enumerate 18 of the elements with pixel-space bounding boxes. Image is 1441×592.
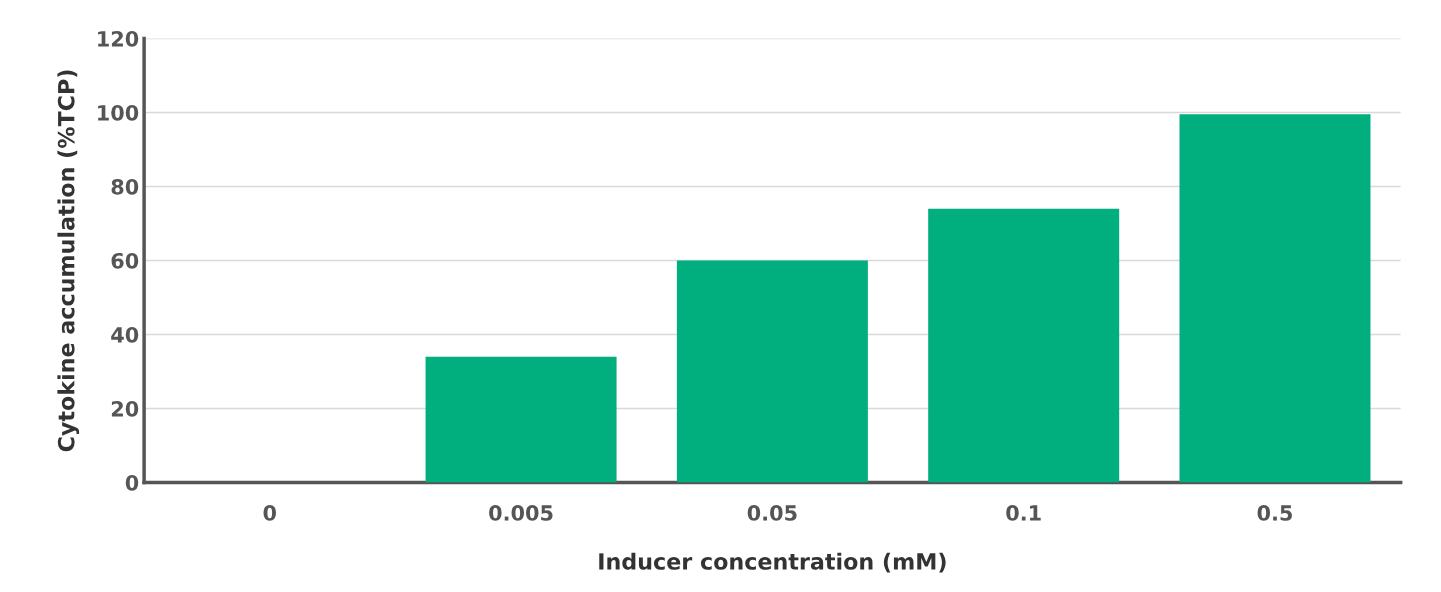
x-tick-label: 0.05 [747, 505, 797, 521]
y-tick-label: 0 [125, 474, 139, 491]
x-tick-label: 0.005 [489, 505, 553, 521]
y-tick-label: 40 [111, 326, 139, 343]
y-tick-label: 100 [98, 104, 139, 121]
y-tick-label: 120 [98, 30, 139, 47]
bar [425, 356, 617, 483]
y-tick-label: 80 [111, 178, 139, 195]
y-tick-label: 60 [111, 252, 139, 269]
bar [676, 260, 868, 483]
x-tick-label: 0.1 [1006, 505, 1041, 521]
bar [1179, 114, 1371, 483]
y-tick-label: 20 [111, 400, 139, 417]
y-axis-title: Cytokine accumulation (%TCP) [57, 70, 80, 452]
x-axis-title: Inducer concentration (mM) [599, 552, 946, 573]
x-tick-label: 0.5 [1257, 505, 1292, 521]
bar [928, 208, 1120, 483]
x-tick-label: 0 [263, 505, 277, 521]
